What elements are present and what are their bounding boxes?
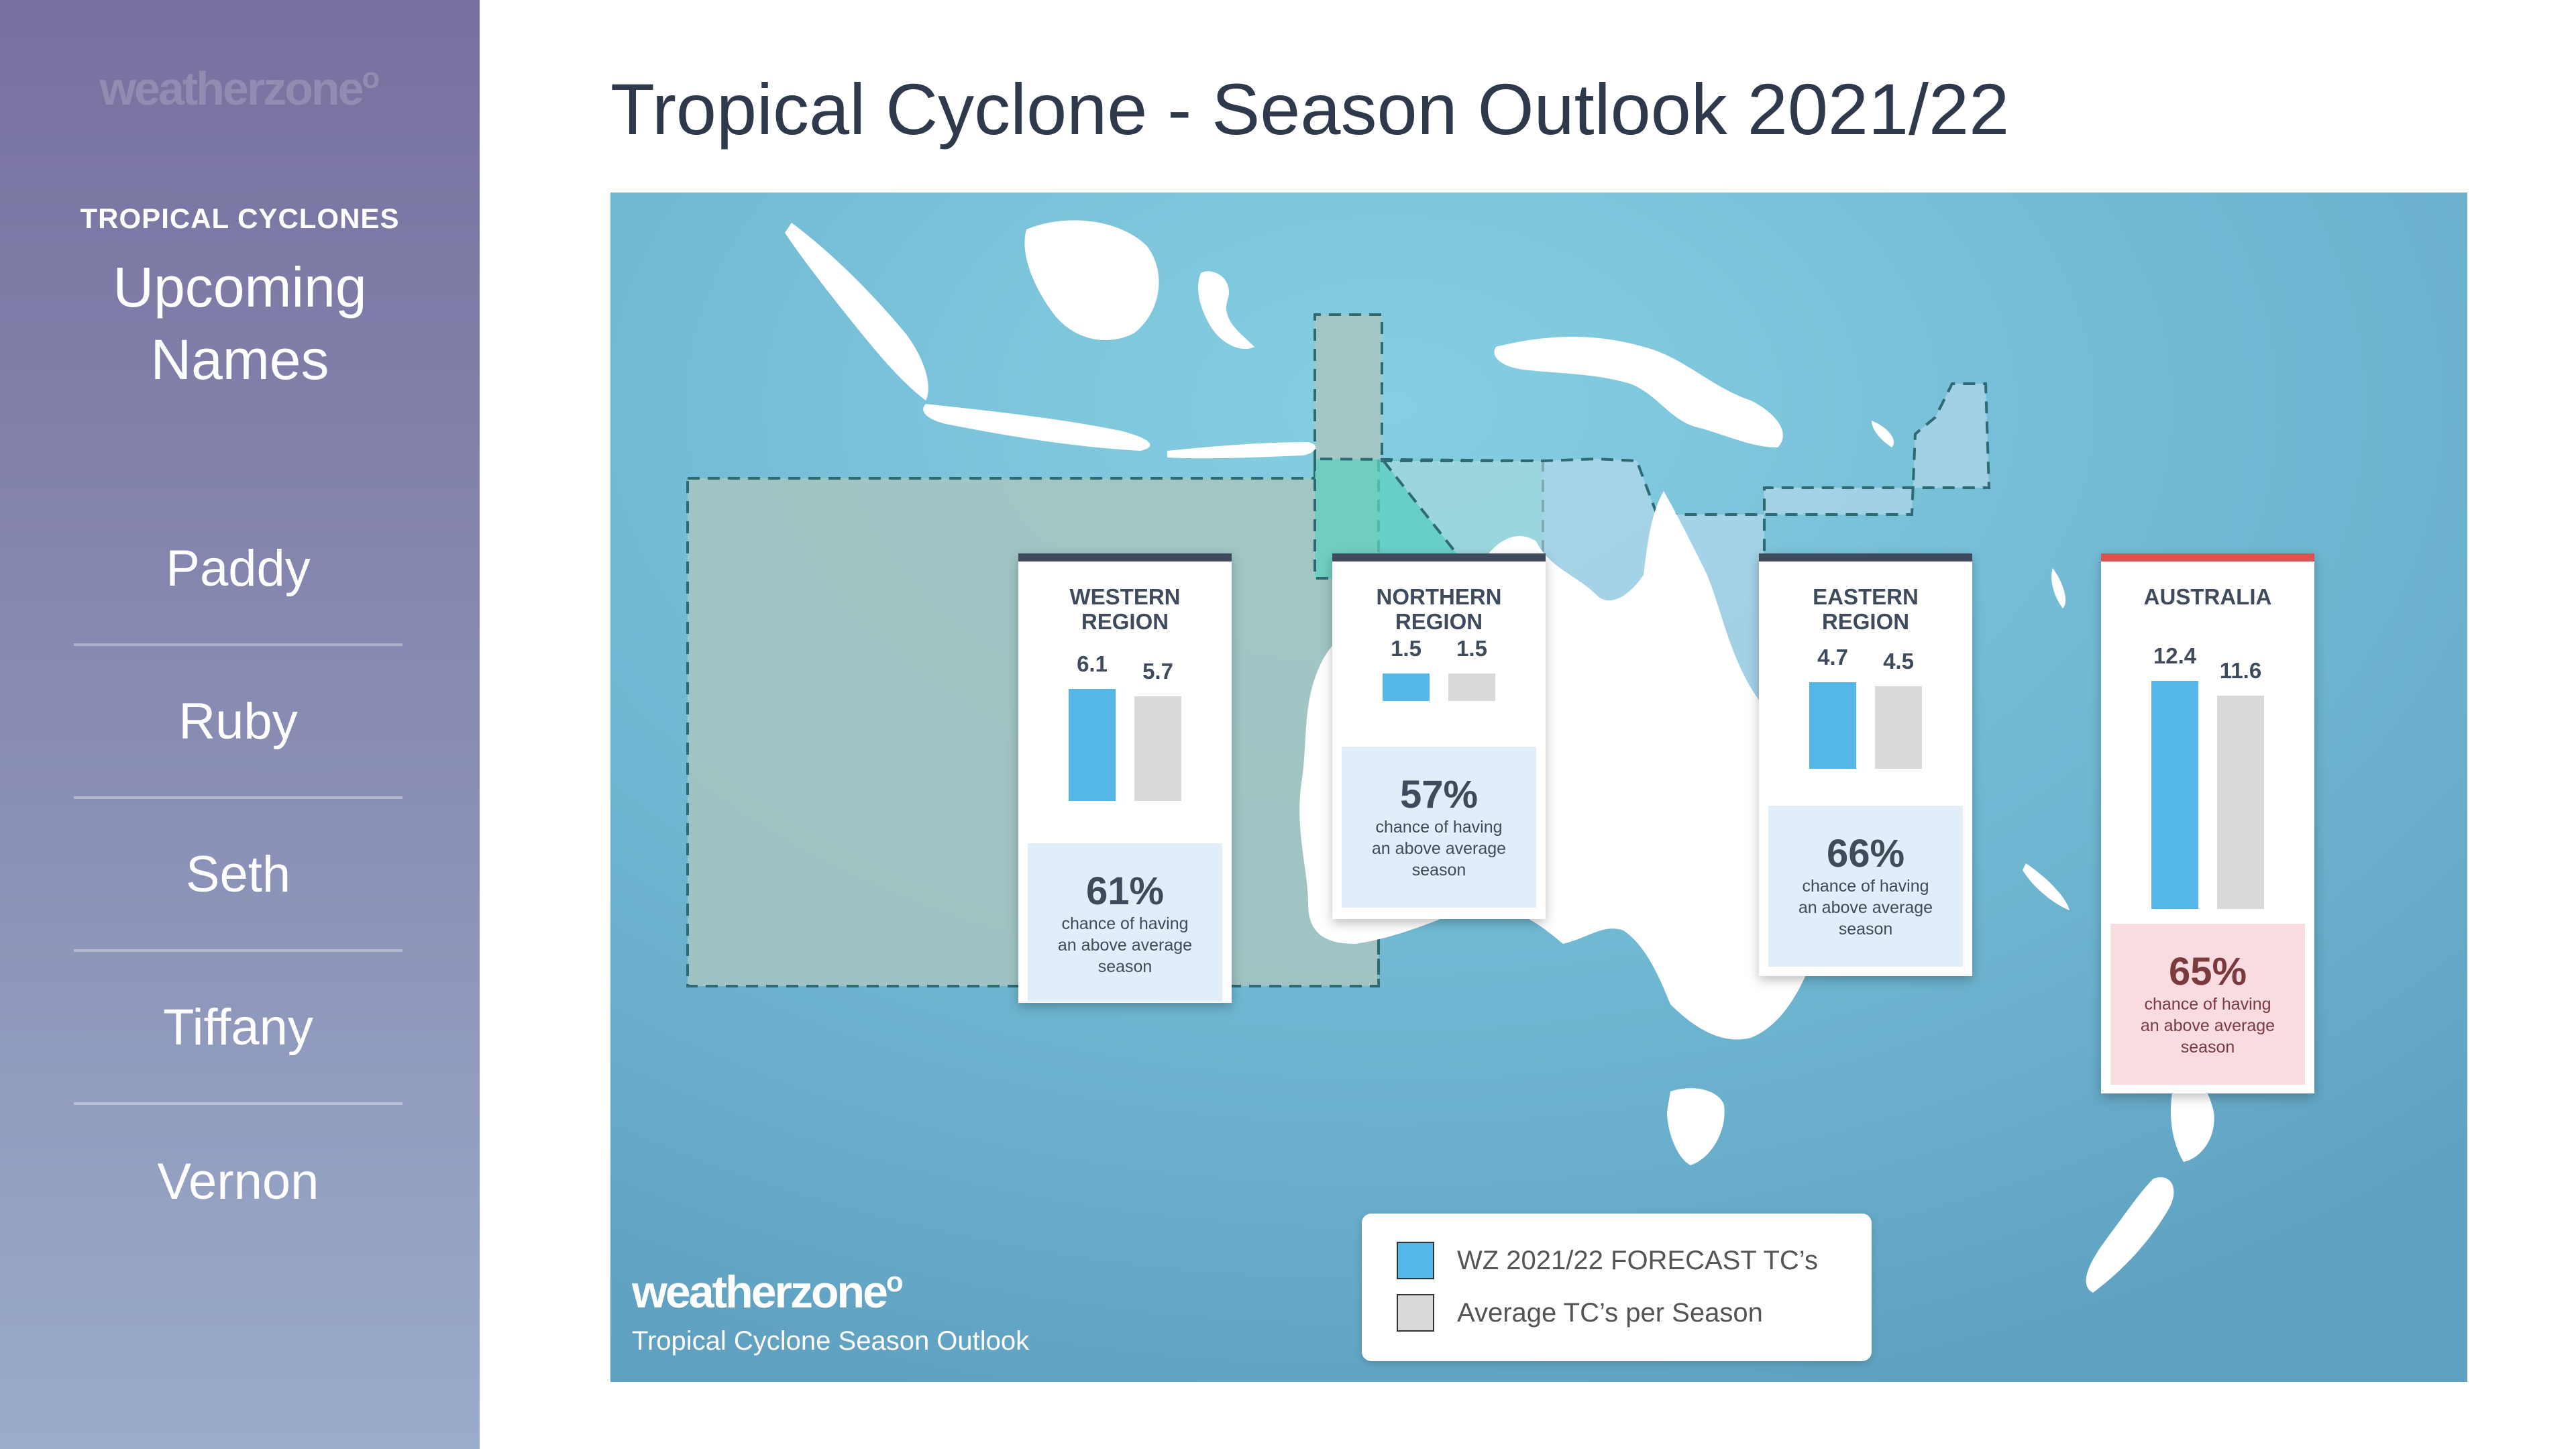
average-bar-label: 1.5	[1456, 635, 1487, 661]
chance-text-line1: chance of having	[2144, 995, 2271, 1014]
cyclone-name-item: Tiffany	[74, 952, 402, 1105]
page-title: Tropical Cyclone - Season Outlook 2021/2…	[610, 68, 2010, 150]
vanuatu-islands	[2051, 568, 2066, 608]
card-title-line1: AUSTRALIA	[2143, 584, 2272, 609]
map-logo: weatherzoneo	[632, 1266, 904, 1318]
cyclone-name-list: Paddy Ruby Seth Tiffany Vernon	[74, 493, 402, 1258]
tasmania-landmass	[1667, 1088, 1725, 1165]
chance-box: 61% chance of having an above average se…	[1028, 843, 1222, 1002]
forecast-bar	[2151, 681, 2198, 909]
cyclone-name-item: Seth	[74, 799, 402, 952]
chance-percent: 65%	[2168, 950, 2247, 994]
sidebar-heading-line1: Upcoming	[113, 256, 367, 319]
chance-text-line2: an above average	[1798, 898, 1933, 917]
card-title: NORTHERN REGION	[1332, 584, 1546, 634]
average-bar-label: 4.5	[1883, 648, 1914, 674]
legend-label-forecast: WZ 2021/22 FORECAST TC’s	[1457, 1245, 1818, 1275]
sidebar-section-label: TROPICAL CYCLONES	[80, 203, 400, 234]
card-title-line1: NORTHERN	[1376, 584, 1502, 609]
forecast-bar	[1069, 688, 1116, 801]
australia-card: AUSTRALIA 12.4 11.6 65% chance of having…	[2101, 553, 2314, 1093]
chance-text-line1: chance of having	[1375, 818, 1503, 837]
eastern-region-card: EASTERN REGION 4.7 4.5 66% chance of hav…	[1759, 553, 1972, 976]
chance-text-line3: season	[1411, 861, 1466, 879]
forecast-bar-label: 1.5	[1391, 635, 1421, 661]
chance-box: 65% chance of having an above average se…	[2110, 924, 2305, 1085]
java-landmass	[923, 404, 1150, 451]
legend-swatch-average	[1397, 1294, 1434, 1332]
forecast-bar-label: 6.1	[1077, 651, 1108, 676]
cyclone-name-item: Ruby	[74, 646, 402, 799]
sidebar-heading: Upcoming Names	[0, 251, 480, 396]
average-bar	[2217, 696, 2264, 909]
card-title-line2: REGION	[1821, 609, 1910, 634]
forecast-bar-label: 4.7	[1817, 645, 1848, 670]
legend-swatch-forecast	[1397, 1242, 1434, 1279]
legend-item-forecast: WZ 2021/22 FORECAST TC’s	[1397, 1240, 1818, 1281]
card-title: EASTERN REGION	[1759, 584, 1972, 634]
sulawesi-landmass	[1197, 271, 1254, 350]
chance-box: 57% chance of having an above average se…	[1342, 747, 1536, 908]
card-title: AUSTRALIA	[2101, 584, 2314, 609]
legend-item-average: Average TC’s per Season	[1397, 1293, 1763, 1333]
western-region-card: WESTERN REGION 6.1 5.7 61% chance of hav…	[1018, 553, 1232, 1003]
legend-label-average: Average TC’s per Season	[1457, 1297, 1763, 1328]
chance-percent: 66%	[1826, 832, 1905, 875]
solomon-islands	[1872, 421, 1894, 447]
new-guinea-landmass	[1494, 337, 1783, 447]
average-bar	[1448, 673, 1495, 701]
sidebar-logo: weatherzoneo	[99, 62, 380, 115]
new-zealand-south-island	[2086, 1177, 2174, 1293]
card-title: WESTERN REGION	[1018, 584, 1232, 634]
card-title-line2: REGION	[1395, 609, 1483, 634]
chance-text-line2: an above average	[2140, 1016, 2275, 1035]
new-caledonia-landmass	[2023, 863, 2070, 910]
chance-text-line3: season	[1838, 920, 1893, 938]
map-subtitle: Tropical Cyclone Season Outlook	[632, 1326, 1030, 1356]
outlook-map: WESTERN REGION 6.1 5.7 61% chance of hav…	[610, 193, 2467, 1382]
forecast-bar	[1383, 673, 1430, 701]
chance-percent: 57%	[1399, 773, 1479, 816]
chart-legend: WZ 2021/22 FORECAST TC’s Average TC’s pe…	[1362, 1214, 1872, 1361]
card-title-line2: REGION	[1081, 609, 1169, 634]
forecast-bar	[1809, 682, 1856, 769]
sidebar: weatherzoneo TROPICAL CYCLONES Upcoming …	[0, 0, 480, 1449]
cyclone-name-item: Paddy	[74, 493, 402, 646]
borneo-landmass	[1024, 220, 1159, 340]
card-title-line1: EASTERN	[1813, 584, 1919, 609]
chance-text-line1: chance of having	[1061, 914, 1189, 933]
average-bar	[1875, 686, 1922, 769]
forecast-bar-label: 12.4	[2153, 643, 2197, 669]
average-bar-label: 5.7	[1142, 658, 1173, 684]
chance-text-line2: an above average	[1371, 839, 1507, 858]
bar-area: 12.4 11.6	[2101, 643, 2314, 909]
chance-text-line2: an above average	[1057, 936, 1193, 955]
bar-area: 1.5 1.5	[1332, 636, 1546, 701]
new-zealand-north-island	[2170, 1076, 2214, 1162]
sidebar-heading-line2: Names	[150, 328, 329, 391]
lesser-sunda-islands	[1167, 442, 1316, 459]
chance-text-line3: season	[2180, 1038, 2235, 1057]
bar-area: 4.7 4.5	[1759, 645, 1972, 769]
chance-text-line1: chance of having	[1802, 877, 1929, 896]
sumatra-landmass	[785, 223, 928, 400]
average-bar	[1134, 696, 1181, 801]
cyclone-name-item: Vernon	[157, 1152, 319, 1210]
chance-box: 66% chance of having an above average se…	[1768, 806, 1963, 967]
average-bar-label: 11.6	[2219, 658, 2262, 684]
chance-text-line3: season	[1097, 957, 1152, 976]
card-title-line1: WESTERN	[1069, 584, 1181, 609]
chance-percent: 61%	[1085, 869, 1165, 913]
northern-region-card: NORTHERN REGION 1.5 1.5 57% chance of ha…	[1332, 553, 1546, 919]
bar-area: 6.1 5.7	[1018, 651, 1232, 801]
